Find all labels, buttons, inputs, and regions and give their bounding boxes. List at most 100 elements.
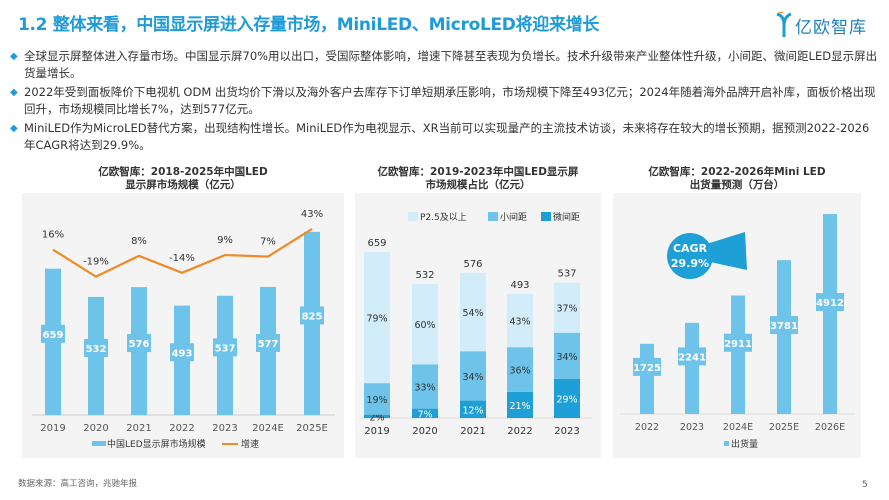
bar-shipments xyxy=(823,214,837,414)
legend-swatch-market xyxy=(92,441,106,446)
bar-value-label: 493 xyxy=(172,348,193,359)
logo-icon xyxy=(776,12,792,37)
chart1-title-line: 显示屏市场规模（亿元） xyxy=(125,179,241,191)
cagr-value: 29.9% xyxy=(671,257,709,270)
segment-percent-label: 29% xyxy=(556,394,577,405)
x-tick-label: 2026E xyxy=(815,422,845,433)
legend-label: 出货量 xyxy=(731,438,758,450)
stacked-bar-segment xyxy=(554,378,580,418)
x-tick-label: 2023 xyxy=(212,423,237,434)
bar-value-label: 576 xyxy=(129,339,150,350)
legend-label: 微间距 xyxy=(553,211,580,223)
x-tick-label: 2020 xyxy=(83,423,108,434)
segment-percent-label: 21% xyxy=(509,401,530,412)
cagr-label: CAGR xyxy=(673,242,708,255)
segment-percent-label: 19% xyxy=(366,395,387,406)
segment-percent-label: 79% xyxy=(366,314,387,325)
stacked-bar-segment xyxy=(554,282,580,333)
segment-percent-label: 37% xyxy=(556,304,577,315)
bar-total-label: 493 xyxy=(510,280,529,291)
bar-value-label-box xyxy=(300,306,324,325)
x-tick-label: 2021 xyxy=(126,423,151,434)
bar-value-label-box xyxy=(678,347,706,366)
segment-percent-label: 33% xyxy=(414,382,435,393)
chart3-title-line: 亿欧智库：2022-2026年Mini LED xyxy=(648,166,826,178)
bar-value-label-box xyxy=(41,324,65,343)
growth-label: 16% xyxy=(42,230,64,241)
bar-value-label-box xyxy=(770,316,798,335)
bullet-text: 2022年受到面板降价下电视机 ODM 出货均价下滑以及海外客户去库存下订单短期… xyxy=(24,85,876,116)
stacked-bar-segment xyxy=(364,251,390,384)
legend-label: P2.5及以上 xyxy=(420,212,467,223)
segment-percent-label: 36% xyxy=(509,366,530,377)
x-tick-label: 2025E xyxy=(296,423,328,434)
bar-value-label: 659 xyxy=(43,330,64,341)
chart1-title-line: 亿欧智库：2018-2025年中国LED xyxy=(98,166,268,178)
bar-value-label-box xyxy=(127,334,151,353)
bar-shipments xyxy=(640,343,654,414)
x-tick-label: 2025E xyxy=(769,422,799,433)
stacked-bar-segment xyxy=(364,414,390,418)
x-tick-label: 2022 xyxy=(635,422,659,433)
bar-value-label: 825 xyxy=(302,311,323,322)
x-tick-label: 2023 xyxy=(680,422,704,433)
growth-label: 43% xyxy=(301,209,323,220)
stacked-bar-segment xyxy=(507,347,533,392)
segment-percent-label: 43% xyxy=(509,316,530,327)
x-tick-label: 2019 xyxy=(364,426,389,437)
bullet-item: ◆ 2022年受到面板降价下电视机 ODM 出货均价下滑以及海外客户去库存下订单短… xyxy=(10,84,880,118)
stacked-bar-segment xyxy=(412,408,438,418)
x-tick-label: 2024E xyxy=(723,422,753,433)
diamond-icon: ◆ xyxy=(10,51,18,62)
bar-value-label: 537 xyxy=(215,343,236,354)
stacked-bar-segment xyxy=(507,293,533,348)
stacked-bar-segment xyxy=(507,391,533,418)
bar-value-label: 4912 xyxy=(816,298,844,309)
stacked-bar-segment xyxy=(460,400,486,418)
stacked-bar-segment xyxy=(412,283,438,365)
segment-percent-label: 34% xyxy=(462,372,483,383)
bar-value-label-box xyxy=(84,338,108,357)
slide-title: 1.2 整体来看，中国显示屏进入存量市场，MiniLED、MicroLED将迎来… xyxy=(18,15,600,35)
chart2-title: 亿欧智库：2019-2023年中国LED显示屏 市场规模占比（亿元） xyxy=(355,166,601,192)
chart2-title-line: 市场规模占比（亿元） xyxy=(425,179,531,191)
growth-label: 7% xyxy=(260,237,276,248)
chart3-title: 亿欧智库：2022-2026年Mini LED 出货量预测（万台） xyxy=(613,166,861,192)
x-tick-label: 2022 xyxy=(169,423,194,434)
cagr-bubble xyxy=(667,233,713,279)
growth-label: 9% xyxy=(217,235,233,246)
bar-total-label: 537 xyxy=(557,269,576,280)
bar-value-label-box xyxy=(256,333,280,352)
growth-line xyxy=(52,227,313,278)
bar-value-label: 2241 xyxy=(678,352,706,363)
stacked-bar-segment xyxy=(460,351,486,401)
x-tick-label: 2023 xyxy=(554,426,579,437)
legend-label: 中国LED显示屏市场规模 xyxy=(107,438,206,450)
chart2-title-line: 亿欧智库：2019-2023年中国LED显示屏 xyxy=(377,166,579,178)
legend-swatch xyxy=(488,212,498,221)
logo: 亿欧智库 xyxy=(776,12,867,38)
segment-percent-label: 54% xyxy=(462,308,483,319)
legend-label: 小间距 xyxy=(500,211,527,223)
legend-swatch xyxy=(408,212,418,221)
segment-percent-label: 7% xyxy=(417,409,432,420)
bar-shipments xyxy=(731,295,745,414)
x-tick-label: 2020 xyxy=(412,426,437,437)
source-note: 数据来源：高工咨询，兆驰年报 xyxy=(18,479,138,489)
legend-swatch xyxy=(541,212,551,221)
stacked-bar-segment xyxy=(412,364,438,409)
bar-value-label: 532 xyxy=(86,344,107,355)
bar-value-label: 1725 xyxy=(633,363,661,374)
growth-label: -14% xyxy=(169,253,195,264)
bar-value-label: 3781 xyxy=(770,321,798,332)
segment-percent-label: 34% xyxy=(556,352,577,363)
bullet-item: ◆ 全球显示屏整体进入存量市场。中国显示屏70%用以出口，受国际整体影响，增速下降… xyxy=(10,48,880,82)
bar-value-label-box xyxy=(724,333,752,352)
legend-label: 增速 xyxy=(241,438,259,450)
legend-swatch xyxy=(724,441,729,446)
bar-value-label-box xyxy=(213,338,237,357)
segment-percent-label: 12% xyxy=(462,405,483,416)
bar-total-label: 532 xyxy=(415,270,434,281)
stacked-bar-segment xyxy=(364,383,390,415)
bar-value-label-box xyxy=(633,357,661,376)
